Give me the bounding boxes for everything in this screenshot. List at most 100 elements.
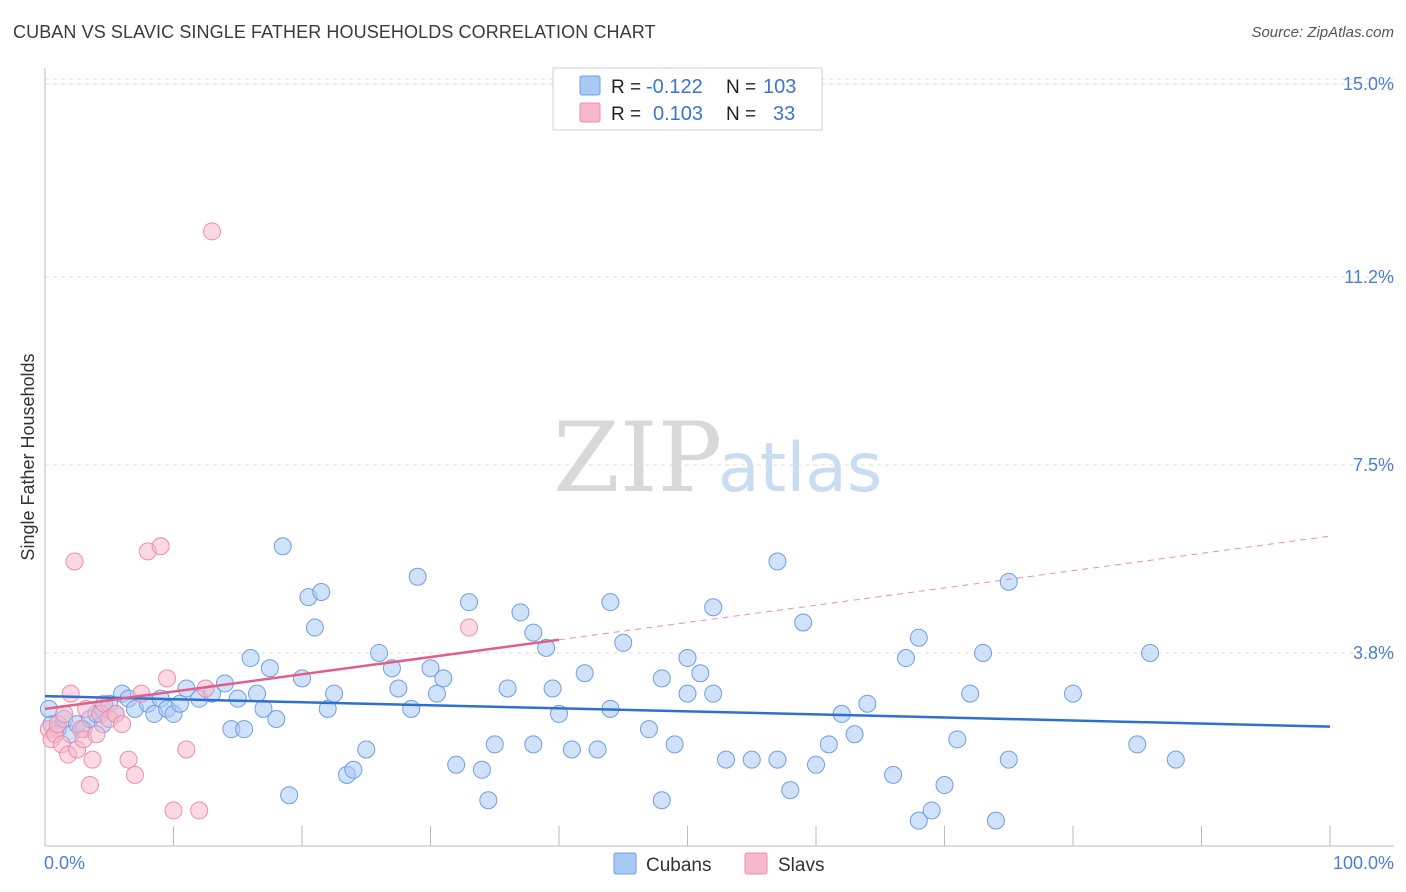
point-cubans: [235, 720, 254, 739]
point-cubans: [434, 669, 453, 688]
point-slavs: [113, 715, 132, 734]
gridlines: [45, 78, 1394, 654]
point-cubans: [524, 623, 543, 642]
point-cubans: [170, 694, 189, 713]
y-tick-label: 7.5%: [1353, 455, 1394, 475]
point-slavs: [158, 669, 177, 688]
point-cubans: [305, 618, 324, 637]
trend-line-slavs: [44, 638, 560, 711]
point-cubans: [312, 583, 331, 601]
watermark-atlas: atlas: [718, 429, 882, 508]
point-cubans: [652, 791, 671, 810]
point-cubans: [896, 649, 915, 668]
stats-n-value-slavs: 33: [773, 103, 795, 125]
point-cubans: [986, 811, 1005, 830]
point-slavs: [164, 801, 183, 820]
point-cubans: [601, 593, 620, 612]
data-points: [39, 222, 1185, 830]
point-slavs: [460, 618, 479, 637]
point-cubans: [1128, 735, 1147, 754]
x-tick-marks: [173, 826, 1331, 846]
y-tick-labels: 3.8% 7.5% 11.2% 15.0%: [1343, 74, 1394, 663]
point-cubans: [935, 776, 954, 795]
point-slavs: [119, 750, 138, 769]
y-tick-label: 15.0%: [1343, 74, 1394, 94]
point-cubans: [537, 638, 556, 657]
legend-label-cubans: Cubans: [646, 855, 712, 876]
point-cubans: [357, 740, 376, 759]
stats-swatch-slavs: [579, 102, 601, 123]
stats-swatch-cubans: [579, 75, 601, 96]
point-cubans: [1064, 684, 1082, 703]
point-cubans: [858, 694, 877, 713]
stats-r-label-slavs: R =: [611, 104, 641, 125]
point-slavs: [151, 537, 170, 556]
point-slavs: [87, 725, 106, 744]
point-cubans: [1166, 750, 1185, 769]
point-cubans: [794, 613, 813, 632]
point-cubans: [511, 603, 530, 622]
point-cubans: [588, 740, 607, 759]
point-cubans: [691, 664, 710, 683]
point-cubans: [704, 684, 723, 703]
trend-line-extension-slavs: [558, 535, 1331, 641]
point-cubans: [260, 659, 279, 678]
point-slavs: [83, 750, 102, 769]
point-cubans: [678, 684, 697, 703]
y-tick-label: 11.2%: [1344, 267, 1394, 287]
stats-n-value-cubans: 103: [763, 76, 796, 98]
point-cubans: [460, 593, 479, 612]
point-cubans: [267, 710, 286, 728]
point-cubans: [909, 811, 928, 830]
point-slavs: [203, 222, 222, 241]
point-cubans: [543, 679, 562, 698]
point-slavs: [80, 776, 99, 795]
stats-n-label-cubans: N =: [726, 77, 756, 98]
series-slavs: [39, 222, 479, 820]
stats-box: R = -0.122 N = 103 R = 0.103 N = 33: [552, 67, 823, 131]
point-cubans: [639, 720, 658, 739]
chart-title: CUBAN VS SLAVIC SINGLE FATHER HOUSEHOLDS…: [13, 22, 656, 42]
point-cubans: [472, 760, 491, 779]
legend-label-slavs: Slavs: [778, 855, 824, 876]
point-cubans: [325, 684, 344, 703]
x-tick-label-max: 100.0%: [1333, 853, 1394, 873]
point-cubans: [909, 628, 928, 647]
point-cubans: [228, 689, 247, 708]
legend-swatch-slavs: [744, 852, 768, 875]
point-cubans: [370, 643, 389, 662]
point-cubans: [974, 643, 993, 662]
y-tick-label: 3.8%: [1353, 643, 1394, 663]
point-cubans: [280, 786, 299, 805]
point-cubans: [819, 735, 838, 754]
point-cubans: [575, 664, 594, 683]
point-slavs: [61, 684, 80, 703]
point-slavs: [125, 765, 144, 784]
point-cubans: [807, 755, 825, 774]
source-label: Source: ZipAtlas.com: [1251, 24, 1394, 41]
point-cubans: [614, 633, 633, 652]
point-cubans: [485, 735, 504, 754]
point-slavs: [190, 801, 209, 820]
point-cubans: [717, 750, 736, 769]
x-tick-label-min: 0.0%: [44, 853, 85, 873]
point-cubans: [318, 699, 337, 718]
point-cubans: [781, 781, 800, 800]
point-cubans: [498, 679, 517, 698]
point-cubans: [652, 669, 671, 688]
legend-swatch-cubans: [613, 852, 637, 875]
point-cubans: [402, 699, 421, 718]
point-slavs: [177, 740, 196, 759]
point-cubans: [389, 679, 408, 698]
point-cubans: [447, 755, 466, 774]
point-cubans: [408, 567, 427, 586]
point-cubans: [427, 684, 446, 703]
stats-r-value-slavs: 0.103: [653, 103, 703, 125]
trend-lines: [44, 535, 1331, 728]
point-cubans: [961, 684, 980, 703]
point-cubans: [999, 750, 1018, 769]
legend: Cubans Slavs: [613, 852, 824, 876]
point-cubans: [248, 684, 267, 703]
point-cubans: [562, 740, 581, 759]
